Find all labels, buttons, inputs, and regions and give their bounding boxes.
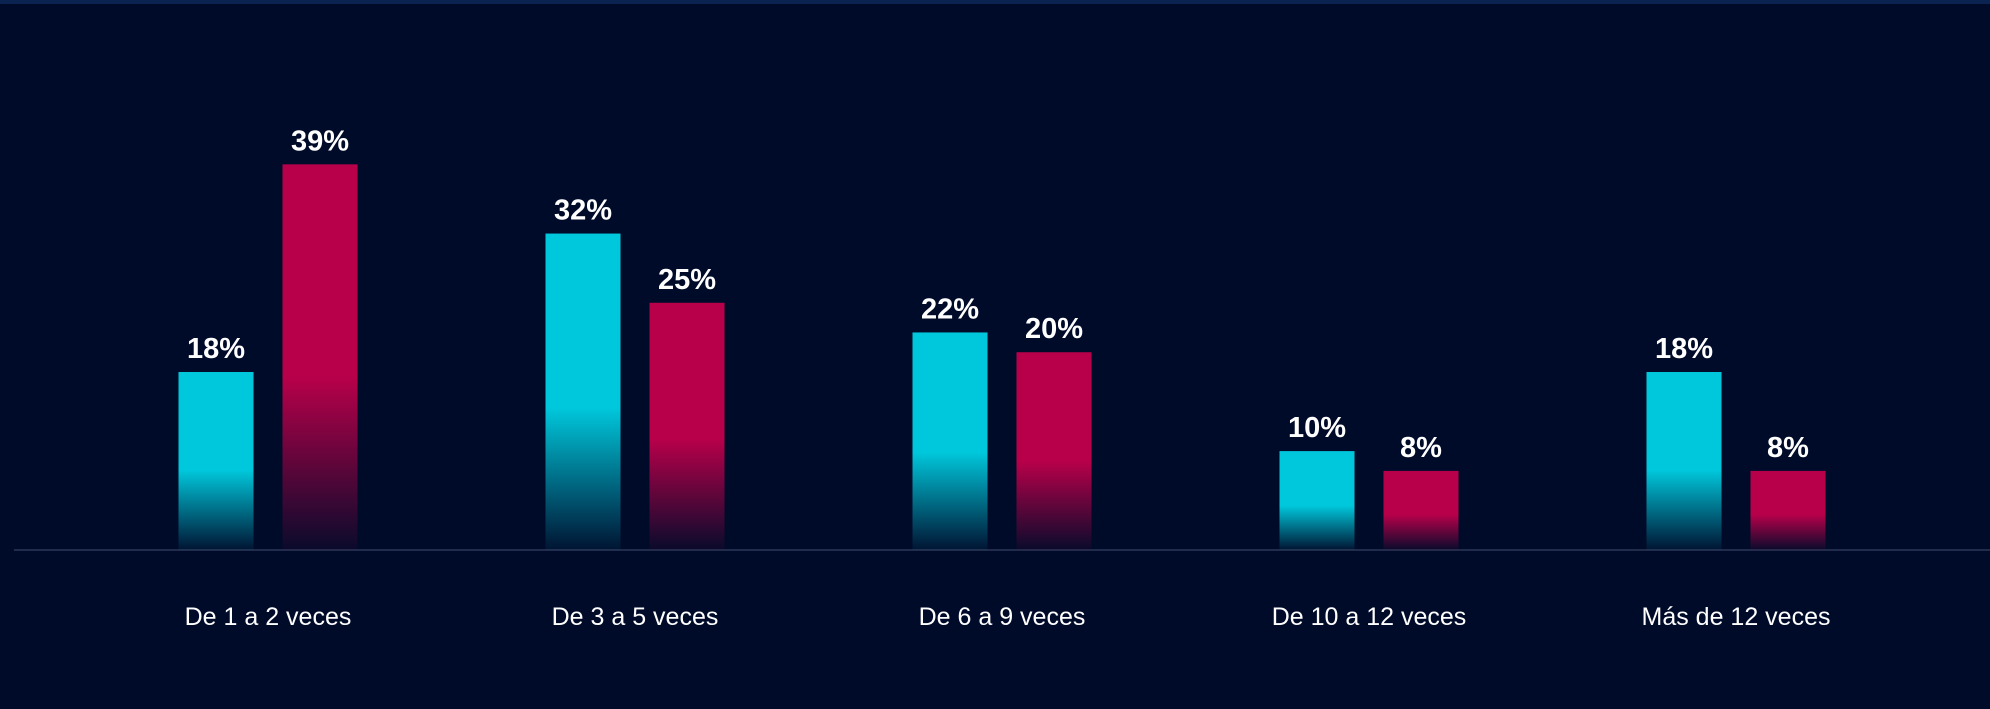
data-label: 18% (187, 333, 245, 365)
bar (912, 332, 988, 550)
data-label: 20% (1025, 313, 1083, 345)
x-tick-label: De 1 a 2 veces (185, 603, 352, 631)
bar (1279, 451, 1355, 550)
bar (649, 302, 725, 550)
data-label: 8% (1400, 432, 1442, 464)
bar (545, 233, 621, 551)
top-edge (0, 0, 1990, 4)
data-label: 8% (1767, 432, 1809, 464)
data-label: 10% (1288, 412, 1346, 444)
x-tick-label: De 10 a 12 veces (1272, 603, 1467, 631)
bar (282, 164, 358, 551)
bar (1016, 352, 1092, 550)
bar (1750, 470, 1826, 550)
x-tick-label: De 3 a 5 veces (552, 603, 719, 631)
data-label: 39% (291, 125, 349, 157)
data-label: 32% (554, 195, 612, 227)
data-label: 22% (921, 293, 979, 325)
bar (1646, 372, 1722, 550)
x-tick-label: Más de 12 veces (1642, 603, 1831, 631)
x-tick-label: De 6 a 9 veces (919, 603, 1086, 631)
bar (1383, 470, 1459, 550)
bar (178, 372, 254, 550)
data-label: 18% (1655, 333, 1713, 365)
data-label: 25% (658, 264, 716, 296)
